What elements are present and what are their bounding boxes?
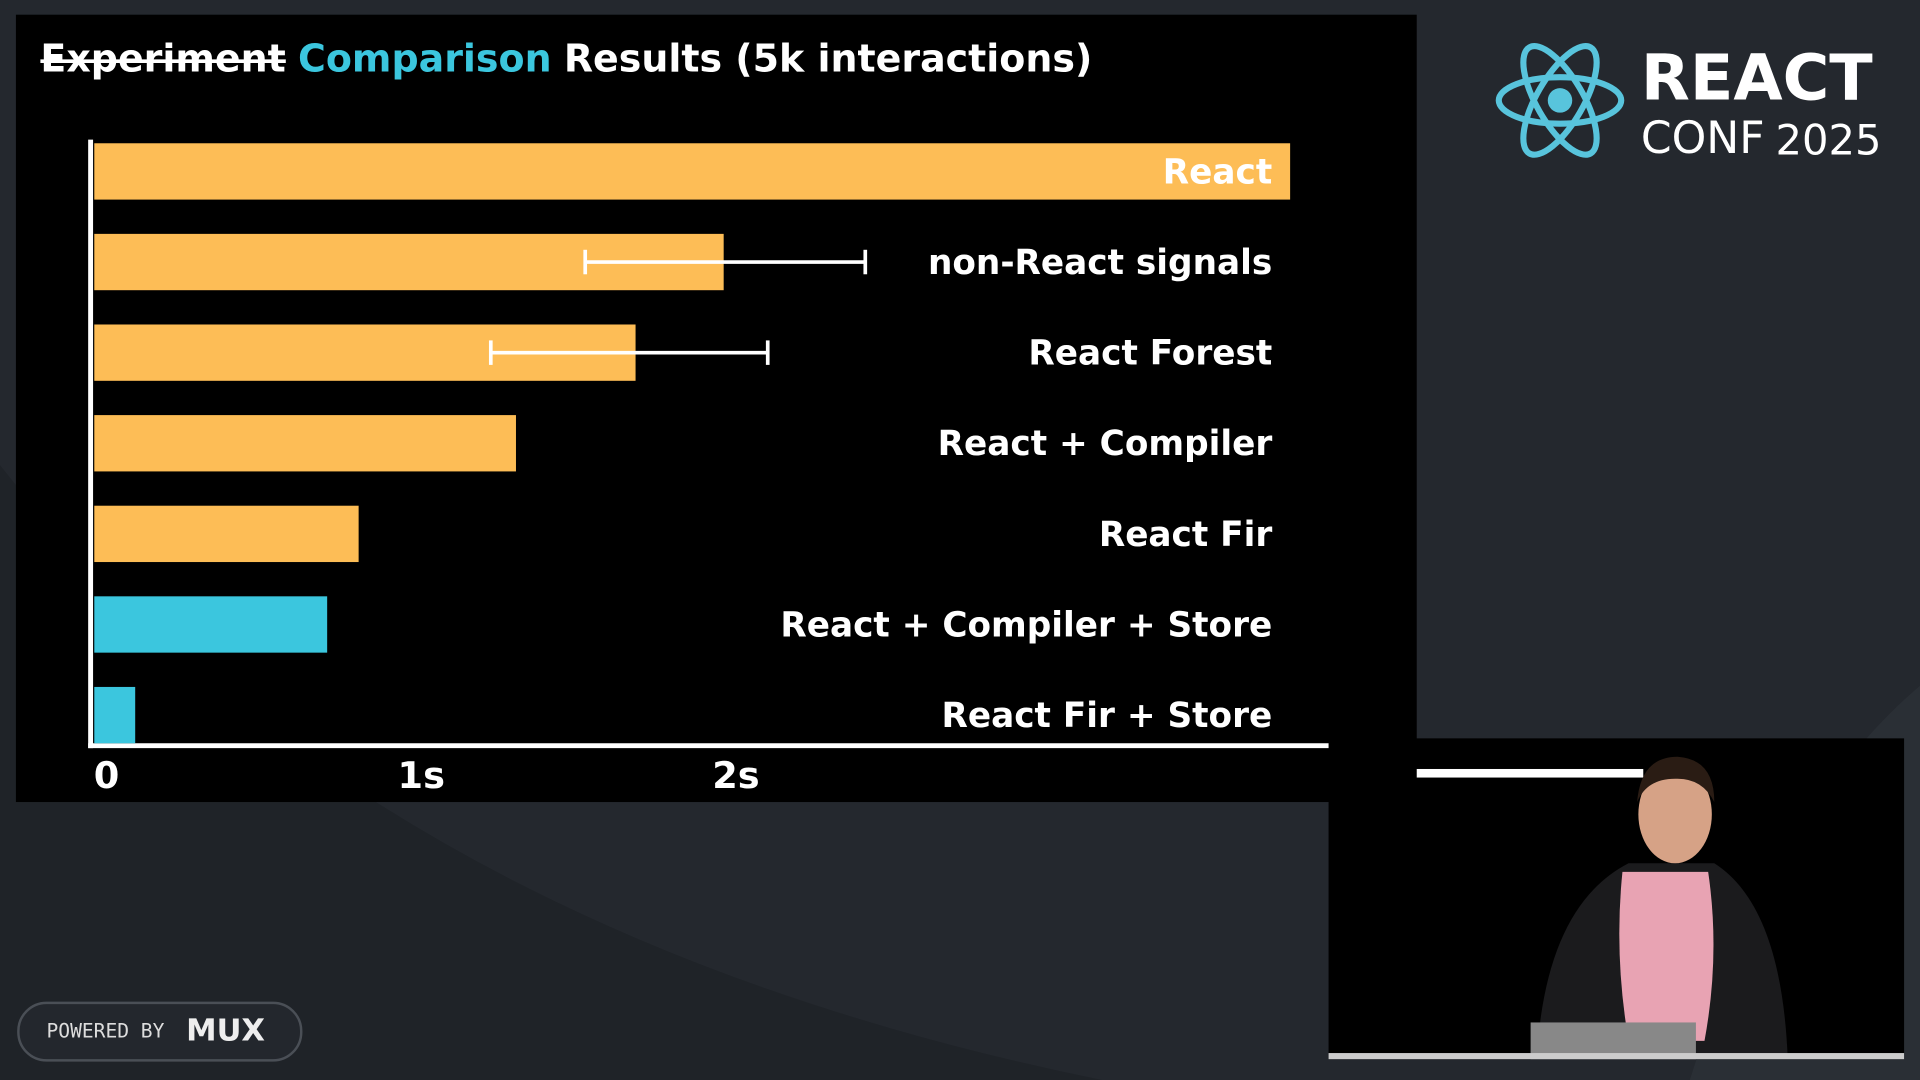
mux-logo: MUX [186,1014,265,1049]
bar-label: React [1163,152,1272,192]
atom-core [1547,88,1573,113]
bar [94,415,516,472]
hair [1637,756,1715,803]
x-tick-label: 1s [398,754,445,797]
atom-icon [1495,43,1625,158]
bar [94,686,136,744]
logo-top: REACT [1641,42,1873,116]
title-rest: Results (5k interactions) [564,37,1092,81]
logo-bottom: CONF [1641,113,1765,164]
slide [15,14,1417,803]
bar-label: React + Compiler + Store [780,605,1272,645]
powered-by: POWERED BY [47,1020,165,1043]
background-arc [0,465,1103,1080]
bar-label: React + Compiler [938,424,1273,464]
x-tick-label: 0 [94,754,120,797]
title-highlight: Comparison [298,37,552,81]
stage-line [1416,768,1644,778]
desk [1328,1053,1905,1060]
bar [94,596,328,653]
logo: REACT CONF 2025 [1495,42,1882,164]
badge[interactable] [17,1001,303,1062]
bar-label: React Fir + Store [942,696,1273,736]
bar-label: React Fir [1099,515,1273,555]
bar-label: non-React signals [928,243,1272,283]
head [1638,765,1712,864]
mux-badge[interactable]: POWERED BY MUX [17,1001,303,1062]
title-struck: Experiment [40,37,285,81]
shirt [1619,871,1714,1041]
bar [94,143,1291,200]
bar-label: React Forest [1028,334,1272,374]
x-tick-label: 2s [712,754,759,797]
logo-year: 2025 [1776,115,1882,164]
title: Experiment Comparison Results (5k intera… [40,37,1092,81]
speaker-video [1328,738,1905,1060]
bar [94,505,359,563]
